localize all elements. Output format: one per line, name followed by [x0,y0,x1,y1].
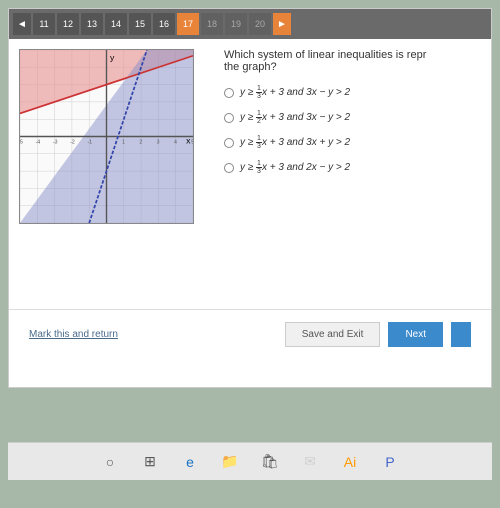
option-text: y ≥ 12x + 3 and 3x − y > 2 [240,110,350,125]
svg-text:-4: -4 [36,139,41,145]
nav-forward[interactable]: ► [273,13,291,35]
svg-text:4: 4 [174,139,177,145]
page-13[interactable]: 13 [81,13,103,35]
radio-3[interactable] [224,138,234,148]
page-11[interactable]: 11 [33,13,55,35]
page-20[interactable]: 20 [249,13,271,35]
submit-button[interactable] [451,322,471,347]
question-nav: ◄ 11121314151617181920 ► [9,9,491,39]
svg-text:-3: -3 [53,139,58,145]
question-text: Which system of linear inequalities is r… [224,49,481,73]
graph-svg: x y -5-4-3-2-112345 [20,50,193,223]
next-button[interactable]: Next [388,322,443,347]
svg-text:2: 2 [139,139,142,145]
footer-bar: Mark this and return Save and Exit Next [9,309,491,359]
store-icon[interactable]: 🛍 [257,449,283,475]
inequality-graph: x y -5-4-3-2-112345 [19,49,194,224]
y-label: y [110,52,115,62]
option-3[interactable]: y ≥ 13x + 3 and 3x + y > 2 [224,135,481,150]
windows-taskbar: ○ ⊞ e 📁 🛍 ✉ Ai P [8,442,492,480]
svg-text:3: 3 [157,139,160,145]
svg-text:-1: -1 [87,139,92,145]
radio-1[interactable] [224,88,234,98]
option-text: y ≥ 13x + 3 and 3x − y > 2 [240,85,350,100]
footer-buttons: Save and Exit Next [285,322,471,347]
svg-text:5: 5 [191,139,193,145]
page-17[interactable]: 17 [177,13,199,35]
option-1[interactable]: y ≥ 13x + 3 and 3x − y > 2 [224,85,481,100]
mail-icon[interactable]: ✉ [297,449,323,475]
page-15[interactable]: 15 [129,13,151,35]
edge-icon[interactable]: e [177,449,203,475]
app-icon[interactable]: P [377,449,403,475]
explorer-icon[interactable]: 📁 [217,449,243,475]
radio-2[interactable] [224,113,234,123]
content-area: x y -5-4-3-2-112345 Which system of line… [9,39,491,309]
page-12[interactable]: 12 [57,13,79,35]
question-panel: Which system of linear inequalities is r… [194,49,481,299]
taskview-icon[interactable]: ⊞ [137,449,163,475]
cortana-icon[interactable]: ○ [97,449,123,475]
radio-4[interactable] [224,163,234,173]
page-14[interactable]: 14 [105,13,127,35]
nav-back[interactable]: ◄ [13,13,31,35]
option-text: y ≥ 13x + 3 and 3x + y > 2 [240,135,350,150]
svg-text:1: 1 [122,139,125,145]
illustrator-icon[interactable]: Ai [337,449,363,475]
answer-options: y ≥ 13x + 3 and 3x − y > 2 y ≥ 12x + 3 an… [224,85,481,175]
page-19[interactable]: 19 [225,13,247,35]
option-text: y ≥ 13x + 3 and 2x − y > 2 [240,160,350,175]
save-exit-button[interactable]: Save and Exit [285,322,381,347]
option-2[interactable]: y ≥ 12x + 3 and 3x − y > 2 [224,110,481,125]
mark-return-link[interactable]: Mark this and return [29,329,118,340]
app-window: ◄ 11121314151617181920 ► x y -5-4-3-2-11… [8,8,492,388]
page-18[interactable]: 18 [201,13,223,35]
svg-text:-5: -5 [20,139,23,145]
page-16[interactable]: 16 [153,13,175,35]
svg-text:-2: -2 [70,139,75,145]
page-buttons: 11121314151617181920 [33,13,271,35]
option-4[interactable]: y ≥ 13x + 3 and 2x − y > 2 [224,160,481,175]
